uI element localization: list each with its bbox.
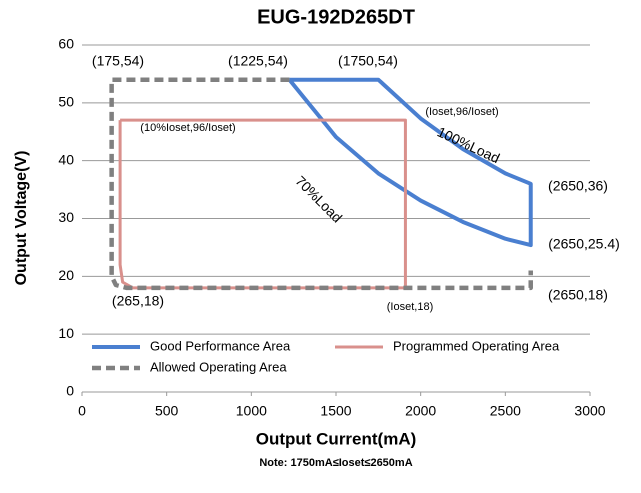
series-line: [109, 77, 533, 291]
annotation: (Ioset,18): [387, 301, 433, 313]
x-tick-label: 2000: [405, 403, 436, 419]
y-tick-label: 60: [58, 36, 74, 52]
y-axis-label: Output Voltage(V): [13, 151, 30, 286]
annotation: (1225,54): [228, 53, 288, 69]
annotation: (2650,18): [548, 287, 608, 303]
annotation: (2650,25.4): [548, 236, 620, 252]
x-tick-label: 1500: [320, 403, 351, 419]
annotation: 70%Load: [292, 173, 345, 226]
annotation: (1750,54): [338, 53, 398, 69]
y-tick-label: 0: [66, 383, 74, 399]
y-tick-label: 30: [58, 209, 74, 225]
x-axis-label: Output Current(mA): [256, 429, 417, 448]
series-line: [287, 77, 533, 248]
x-tick-label: 0: [78, 403, 86, 419]
chart-title: EUG-192D265DT: [257, 6, 415, 28]
y-tick-label: 50: [58, 94, 74, 110]
annotation: (2650,36): [548, 178, 608, 194]
annotation: (10%Ioset,96/Ioset): [140, 122, 235, 134]
x-tick-label: 2500: [490, 403, 521, 419]
legend-label: Programmed Operating Area: [393, 338, 560, 353]
x-tick-label: 500: [155, 403, 179, 419]
annotation: (265,18): [112, 293, 164, 309]
legend-label: Allowed Operating Area: [150, 359, 287, 374]
legend-label: Good Performance Area: [150, 338, 291, 353]
y-tick-label: 10: [58, 325, 74, 341]
x-tick-label: 1000: [236, 403, 267, 419]
note: Note: 1750mA≤Ioset≤2650mA: [259, 457, 412, 469]
annotation: (Ioset,96/Ioset): [425, 106, 498, 118]
y-tick-label: 20: [58, 267, 74, 283]
series-line: [118, 118, 407, 290]
annotation: 100%Load: [435, 123, 502, 166]
y-tick-label: 40: [58, 151, 74, 167]
annotation: (175,54): [92, 53, 144, 69]
x-tick-label: 3000: [574, 403, 605, 419]
